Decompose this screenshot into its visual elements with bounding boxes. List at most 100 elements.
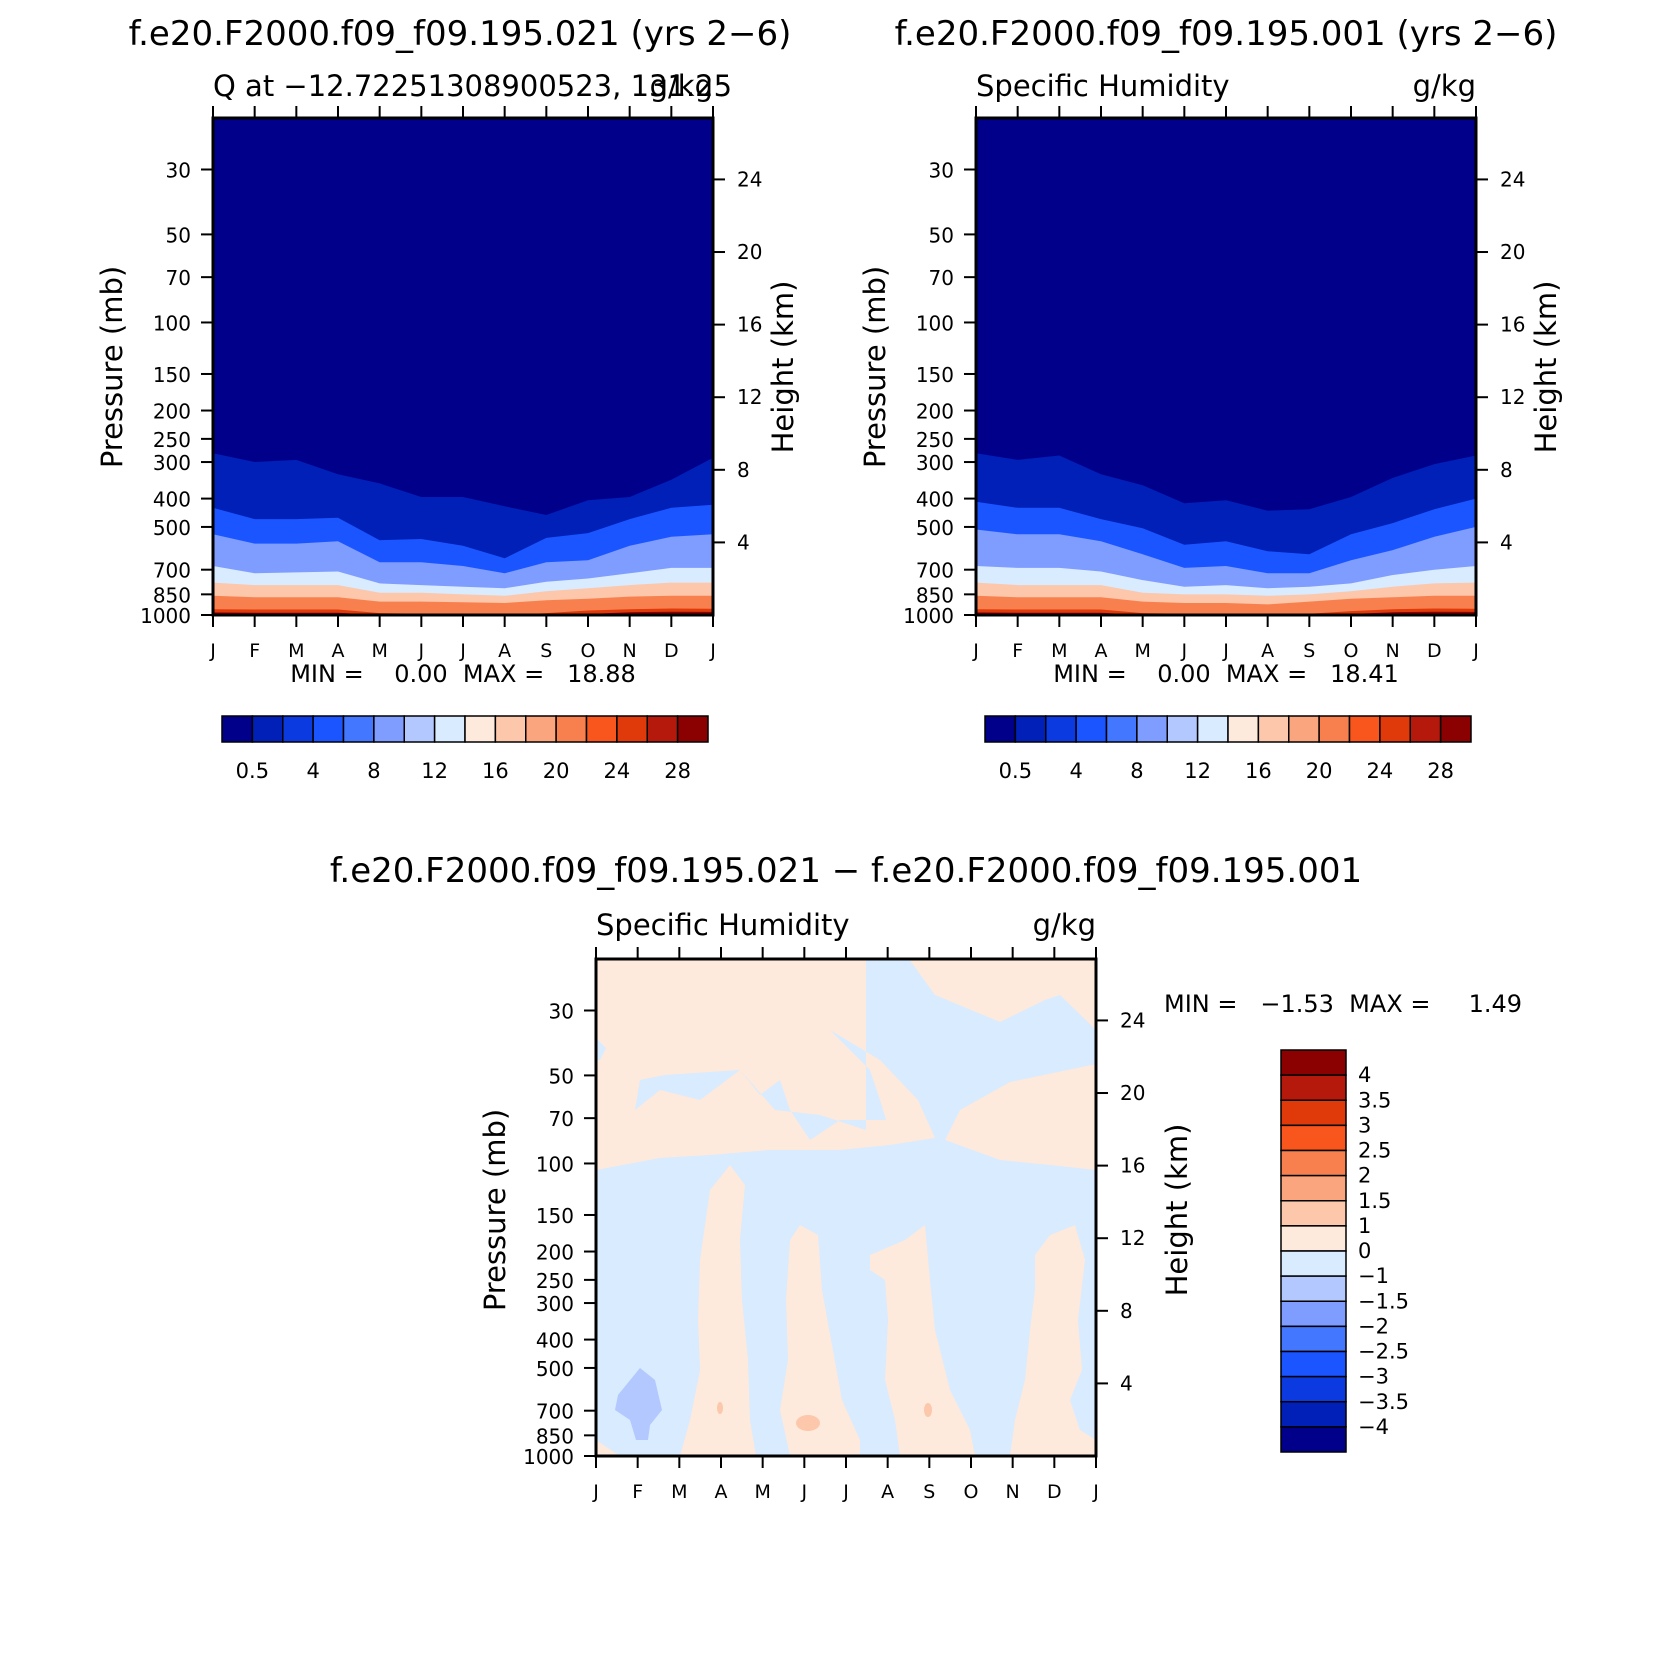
colorbar-box [646,715,679,743]
y-tick-label: 1000 [523,1445,574,1469]
colorbar-box [1280,1250,1347,1277]
x-tick-label: F [249,640,260,662]
min-max-stats: MIN = −1.53 MAX = 1.49 [1164,990,1522,1018]
y-tick-label: 100 [536,1152,574,1176]
y-tick-label: 300 [153,451,191,475]
diff-negative-region [596,1038,606,1060]
y2-tick-label: 20 [737,240,762,264]
y-tick-label: 250 [153,428,191,452]
x-tick-label: N [1006,1481,1020,1503]
y2-tick-label: 4 [737,530,750,554]
colorbar-box [433,715,466,743]
colorbar-label: 1 [1358,1214,1371,1238]
colorbar-box [1439,715,1472,743]
diff-positive-pocket [717,1402,723,1414]
x-tick-label: A [715,1481,728,1503]
y-tick-label: 250 [536,1269,574,1293]
x-tick-label: M [371,640,387,662]
diff-positive-pocket [796,1415,820,1431]
colorbar-box [1227,715,1260,743]
x-tick-label: J [1181,640,1188,662]
x-tick-label: N [1386,640,1400,662]
colorbar: 0.5 4 8 12 16 20 24 28 [984,715,1472,783]
colorbar: 0.5 4 8 12 16 20 24 28 [221,715,709,783]
colorbar-label: 16 [482,759,509,783]
panel-title: f.e20.F2000.f09_f09.195.021 − f.e20.F200… [330,851,1362,891]
y-tick-label: 150 [153,363,191,387]
colorbar-label: 1.5 [1358,1189,1391,1213]
colorbar-box [1280,1325,1347,1353]
colorbar-box [1280,1225,1347,1252]
colorbar-box [1280,1174,1347,1202]
y-tick-label: 500 [536,1357,574,1381]
y-tick-label: 30 [929,159,954,183]
y2-tick-label: 24 [1500,167,1525,191]
x-tick-label: O [1344,640,1359,662]
y-tick-label: 300 [916,451,954,475]
contour-fill-group [596,959,1096,1456]
diff-positive-band [870,1225,975,1456]
panel-case-001: f.e20.F2000.f09_f09.195.001 (yrs 2−6) Sp… [858,14,1563,783]
colorbar-label: 28 [664,759,691,783]
colorbar-box [1280,1149,1347,1177]
y-tick-label: 850 [916,583,954,607]
x-tick-label: M [288,640,304,662]
colorbar-box [1196,715,1229,743]
colorbar-label: 8 [367,759,380,783]
colorbar-box [1280,1275,1347,1302]
colorbar-box [342,715,375,743]
x-tick-label: J [1092,1481,1099,1503]
y-tick-label: 500 [916,516,954,540]
x-tick-label: A [881,1481,894,1503]
x-tick-label: J [209,640,216,662]
colorbar-label: 24 [604,759,631,783]
colorbar-label: 4 [1069,759,1082,783]
panel-units-label: g/kg [1413,69,1476,103]
colorbar-box [1257,715,1290,743]
x-tick-label: J [1222,640,1229,662]
colorbar-box [251,715,284,743]
y-tick-label: 150 [916,363,954,387]
y-tick-label: 250 [916,428,954,452]
x-tick-label: S [540,640,552,662]
x-tick-label: A [498,640,511,662]
colorbar-box [616,715,648,743]
x-tick-label: O [964,1481,979,1503]
y-tick-label: 300 [536,1292,574,1316]
y2-tick-label: 8 [1500,458,1513,482]
colorbar-label: −1 [1358,1264,1389,1288]
colorbar-box [1280,1300,1347,1328]
min-max-stats: MIN = 0.00 MAX = 18.88 [290,660,636,688]
x-tick-label: D [1047,1481,1062,1503]
colorbar-label: 8 [1130,759,1143,783]
y-tick-label: 200 [916,400,954,424]
diff-positive-band [680,1165,756,1456]
colorbar-label: −1.5 [1358,1289,1409,1313]
colorbar-box [403,715,436,743]
y-tick-label: 700 [916,559,954,583]
colorbar-box [1280,1401,1347,1428]
colorbar-box [1045,715,1077,743]
y2-tick-label: 16 [1120,1154,1145,1178]
colorbar-box [221,715,254,743]
x-tick-label: F [632,1481,643,1503]
x-tick-label: M [1134,640,1150,662]
x-tick-label: J [709,640,716,662]
y-tick-label: 50 [929,223,954,247]
y2-axis-label: Height (km) [1529,281,1563,454]
y2-tick-label: 16 [737,313,762,337]
colorbar-box [494,715,527,743]
y-tick-label: 850 [536,1424,574,1448]
colorbar-box [1280,1426,1347,1453]
y-tick-label: 70 [549,1107,574,1131]
colorbar-box [676,715,709,743]
x-tick-label: D [1427,640,1442,662]
colorbar-label: 24 [1367,759,1394,783]
panel-units-label: g/kg [1033,908,1096,942]
y2-tick-label: 8 [737,458,750,482]
y2-tick-label: 4 [1500,530,1513,554]
panel-left-label: Specific Humidity [976,69,1230,103]
